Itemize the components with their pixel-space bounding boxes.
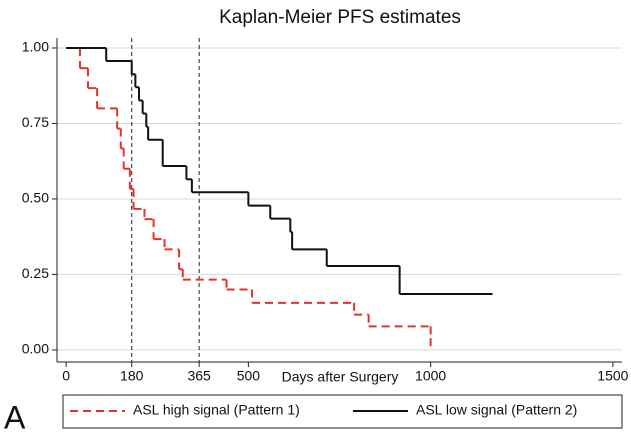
x-tick-label: 365	[187, 368, 211, 384]
x-axis-label: Days after Surgery	[282, 369, 399, 385]
x-tick-label: 1500	[597, 368, 628, 384]
legend-label: ASL high signal (Pattern 1)	[133, 402, 300, 418]
chart-title: Kaplan-Meier PFS estimates	[219, 7, 461, 28]
x-tick-label: 0	[62, 368, 70, 384]
legend-box	[62, 394, 623, 429]
x-tick-label: 1000	[415, 368, 446, 384]
x-tick-label: 180	[120, 368, 144, 384]
y-tick-label: 1.00	[22, 39, 49, 55]
y-tick-label: 0.25	[22, 265, 49, 281]
y-tick-label: 0.00	[22, 341, 49, 357]
y-tick-label: 0.50	[22, 190, 49, 206]
x-tick-label: 500	[237, 368, 261, 384]
legend-label: ASL low signal (Pattern 2)	[416, 402, 577, 418]
panel-label: A	[4, 399, 26, 435]
y-tick-label: 0.75	[22, 114, 49, 130]
